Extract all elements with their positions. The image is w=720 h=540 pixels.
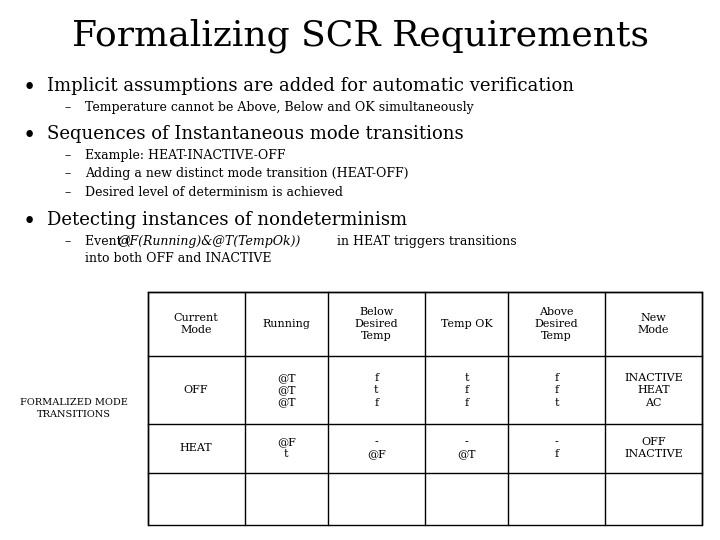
Text: –: – <box>65 186 71 199</box>
Text: OFF
INACTIVE: OFF INACTIVE <box>624 437 683 460</box>
Text: Temperature cannot be Above, Below and OK simultaneously: Temperature cannot be Above, Below and O… <box>85 101 474 114</box>
Text: HEAT: HEAT <box>180 443 212 453</box>
Text: •: • <box>23 125 36 147</box>
Text: Desired level of determinism is achieved: Desired level of determinism is achieved <box>85 186 343 199</box>
Text: Formalizing SCR Requirements: Formalizing SCR Requirements <box>71 19 649 53</box>
Text: -
f: - f <box>554 437 559 460</box>
Text: –: – <box>65 167 71 180</box>
Text: –: – <box>65 149 71 162</box>
Text: Detecting instances of nondeterminism: Detecting instances of nondeterminism <box>47 211 407 228</box>
Text: -
@T: - @T <box>457 437 476 460</box>
Text: Running: Running <box>262 319 310 329</box>
Text: •: • <box>23 211 36 233</box>
Text: OFF: OFF <box>184 385 208 395</box>
FancyBboxPatch shape <box>148 292 702 525</box>
Text: FORMALIZED MODE
TRANSITIONS: FORMALIZED MODE TRANSITIONS <box>20 398 127 419</box>
Text: –: – <box>65 235 71 248</box>
Text: Below
Desired
Temp: Below Desired Temp <box>354 307 398 341</box>
Text: INACTIVE
HEAT
AC: INACTIVE HEAT AC <box>624 373 683 408</box>
Text: New
Mode: New Mode <box>638 313 670 335</box>
Text: Temp OK: Temp OK <box>441 319 492 329</box>
Text: Example: HEAT-INACTIVE-OFF: Example: HEAT-INACTIVE-OFF <box>85 149 285 162</box>
Text: -
@F: - @F <box>367 437 386 460</box>
Text: into both OFF and INACTIVE: into both OFF and INACTIVE <box>85 252 271 265</box>
Text: –: – <box>65 101 71 114</box>
Text: Above
Desired
Temp: Above Desired Temp <box>535 307 578 341</box>
Text: in HEAT triggers transitions: in HEAT triggers transitions <box>333 235 516 248</box>
Text: f
f
t: f f t <box>554 373 559 408</box>
Text: f
t
f: f t f <box>374 373 379 408</box>
Text: @F
t: @F t <box>276 437 296 460</box>
Text: Sequences of Instantaneous mode transitions: Sequences of Instantaneous mode transiti… <box>47 125 464 143</box>
Text: Current
Mode: Current Mode <box>174 313 218 335</box>
Text: •: • <box>23 77 36 99</box>
Text: Adding a new distinct mode transition (HEAT-OFF): Adding a new distinct mode transition (H… <box>85 167 408 180</box>
Text: @F(Running)&@T(TempOk)): @F(Running)&@T(TempOk)) <box>117 235 301 248</box>
Text: t
f
f: t f f <box>464 373 469 408</box>
Text: @T
@T
@T: @T @T @T <box>277 373 295 408</box>
Text: Implicit assumptions are added for automatic verification: Implicit assumptions are added for autom… <box>47 77 574 94</box>
Text: Event (: Event ( <box>85 235 130 248</box>
